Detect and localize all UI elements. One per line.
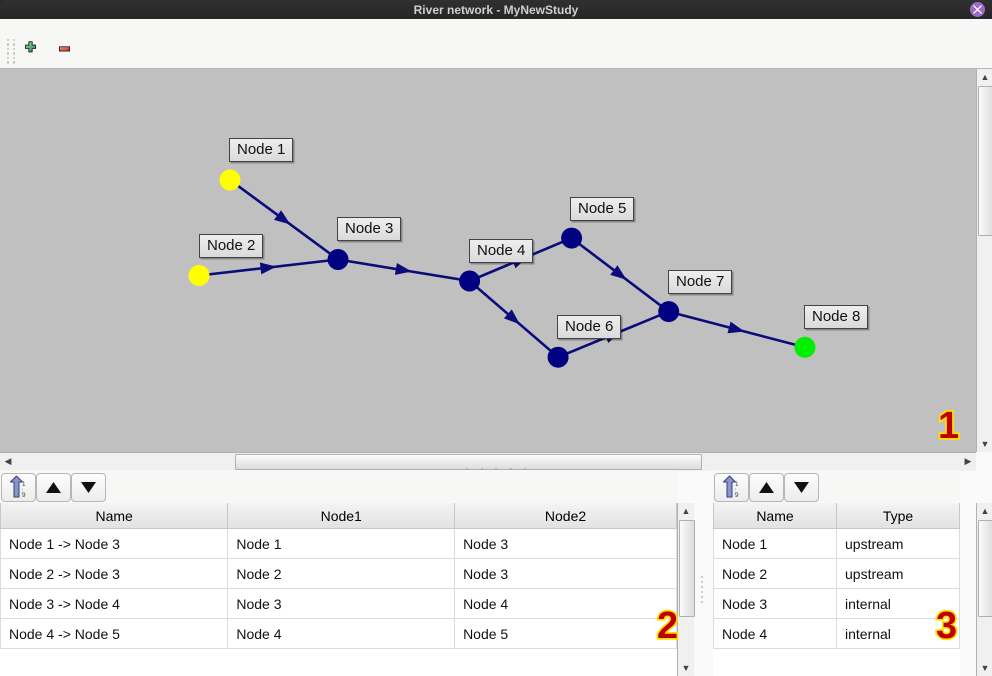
- svg-text:9: 9: [22, 492, 26, 499]
- svg-text:1: 1: [22, 481, 26, 488]
- svg-text:9: 9: [735, 492, 739, 499]
- svg-text:1: 1: [735, 481, 739, 488]
